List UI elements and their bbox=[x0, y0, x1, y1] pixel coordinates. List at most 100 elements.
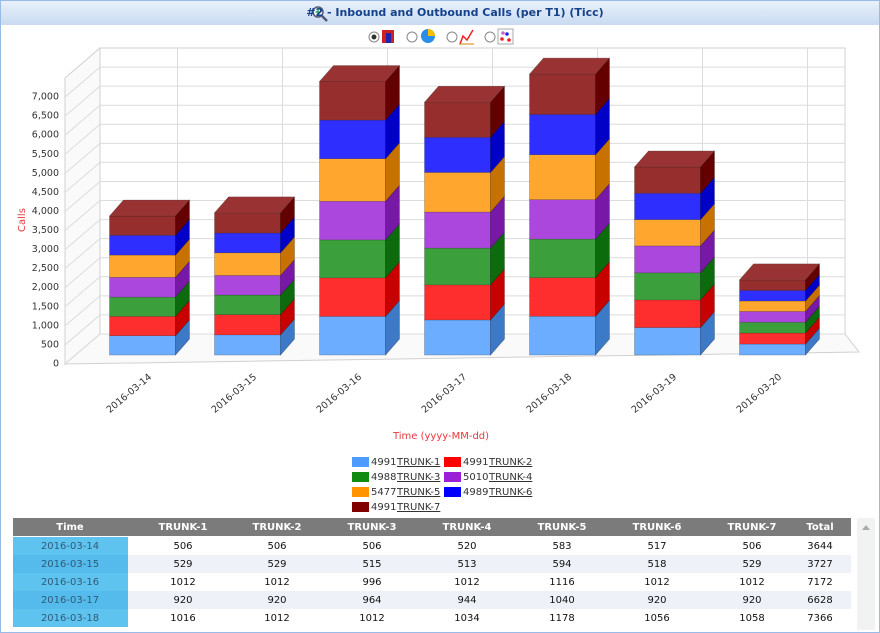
time-cell: 2016-03-17 bbox=[41, 595, 99, 606]
bar-shine bbox=[424, 172, 491, 213]
time-cell: 2016-03-18 bbox=[41, 613, 99, 624]
bar-side-shade bbox=[280, 298, 295, 335]
bar-shine bbox=[214, 275, 281, 296]
bar-segment bbox=[319, 119, 386, 159]
bar-shine bbox=[319, 316, 386, 355]
bar-side-shade bbox=[175, 261, 190, 298]
bar-top bbox=[213, 196, 296, 214]
bar-shine bbox=[529, 114, 596, 155]
bar-side-shade bbox=[805, 328, 820, 355]
time-cell-bg bbox=[13, 555, 128, 573]
title-bar bbox=[1, 1, 879, 25]
bar-shine bbox=[739, 279, 806, 291]
bar-shine bbox=[739, 311, 806, 323]
table-row bbox=[13, 555, 851, 573]
y-tick-label: 5,000 bbox=[32, 168, 59, 179]
bar-side-shade bbox=[700, 150, 715, 194]
value-cell: 1012 bbox=[264, 577, 289, 588]
legend-name[interactable]: TRUNK-4 bbox=[488, 472, 532, 483]
y-tick-label: 6,000 bbox=[32, 130, 59, 141]
bar-side-shade bbox=[385, 65, 400, 121]
time-cell: 2016-03-15 bbox=[41, 559, 99, 570]
value-cell: 1056 bbox=[644, 613, 669, 624]
value-cell: 1016 bbox=[170, 613, 195, 624]
value-cell: 1012 bbox=[170, 577, 195, 588]
bar-side-shade bbox=[175, 319, 190, 355]
bar-side-shade bbox=[595, 183, 610, 240]
bar-shine bbox=[319, 158, 386, 202]
bar-top-light bbox=[529, 58, 610, 75]
bar-side-shade bbox=[175, 239, 190, 278]
bar-side-shade bbox=[280, 259, 295, 296]
value-cell: 1012 bbox=[644, 577, 669, 588]
scrollbar[interactable] bbox=[857, 518, 875, 630]
legend-total: 4989 bbox=[463, 487, 488, 498]
bar-segment bbox=[424, 319, 491, 356]
bar-side-shade bbox=[595, 261, 610, 317]
bar-side-shade bbox=[595, 223, 610, 278]
table-row bbox=[13, 609, 851, 627]
zoom-icon[interactable] bbox=[312, 6, 328, 22]
bar-top-light bbox=[634, 150, 715, 167]
bar-segment bbox=[319, 158, 386, 202]
bar-segment bbox=[634, 272, 701, 301]
legend-name[interactable]: TRUNK-1 bbox=[396, 457, 440, 468]
time-cell: 2016-03-14 bbox=[41, 541, 99, 552]
bar-side-shade bbox=[700, 229, 715, 273]
value-cell: 1012 bbox=[359, 613, 384, 624]
legend-name[interactable]: TRUNK-7 bbox=[396, 502, 440, 513]
bar-top-light bbox=[739, 263, 820, 280]
bar-segment bbox=[319, 81, 386, 121]
bar-shine bbox=[319, 81, 386, 121]
y-tick-label: 0 bbox=[53, 359, 59, 370]
bar-side-shade bbox=[280, 279, 295, 315]
legend-total: 5477 bbox=[371, 487, 396, 498]
value-cell: 520 bbox=[457, 541, 476, 552]
table-row bbox=[13, 573, 851, 591]
bar-shine bbox=[214, 295, 281, 315]
bar-shine bbox=[634, 327, 701, 355]
legend-name[interactable]: TRUNK-6 bbox=[488, 487, 532, 498]
value-cell: 1040 bbox=[549, 595, 574, 606]
legend-name[interactable]: TRUNK-3 bbox=[396, 472, 440, 483]
bar-side-shade bbox=[385, 261, 400, 317]
bar-shine bbox=[739, 322, 806, 334]
table-header bbox=[13, 518, 851, 536]
bar-side-shade bbox=[805, 295, 820, 323]
bar-shine bbox=[529, 74, 596, 115]
total-cell: 7172 bbox=[807, 577, 832, 588]
y-axis-label: Calls bbox=[17, 208, 28, 232]
data-table: Time TRUNK-1 TRUNK-2 TRUNK-3 TRUNK-4 TRUNK-5 T… bbox=[13, 518, 851, 627]
value-cell: 1116 bbox=[549, 577, 574, 588]
header-cell: TRUNK-4 bbox=[443, 522, 492, 533]
bar-shine bbox=[109, 297, 176, 317]
left-wall bbox=[64, 46, 101, 366]
bar-side-shade bbox=[280, 318, 295, 355]
total-cell: 6628 bbox=[807, 595, 832, 606]
value-cell: 517 bbox=[647, 541, 666, 552]
bar-side-shade bbox=[175, 300, 190, 336]
y-tick-label: 5,500 bbox=[32, 149, 59, 160]
bar-side-shade bbox=[385, 223, 400, 278]
bar-top bbox=[108, 199, 191, 217]
bar-side-shade bbox=[385, 185, 400, 240]
bar-top bbox=[318, 65, 401, 82]
bar-side-shade bbox=[490, 196, 505, 249]
value-cell: 529 bbox=[742, 559, 761, 570]
legend-name[interactable]: TRUNK-2 bbox=[488, 457, 532, 468]
value-cell: 513 bbox=[457, 559, 476, 570]
bar-shine bbox=[739, 300, 806, 312]
legend-name[interactable]: TRUNK-5 bbox=[396, 487, 440, 498]
bar-side-shade bbox=[700, 203, 715, 246]
bar-side-shade bbox=[700, 311, 715, 355]
chart-type-selector[interactable] bbox=[368, 28, 514, 45]
value-cell: 1178 bbox=[549, 613, 574, 624]
value-cell: 506 bbox=[742, 541, 761, 552]
bar-shine bbox=[424, 248, 491, 285]
bar-side-shade bbox=[280, 217, 295, 253]
bar-side-shade bbox=[490, 303, 505, 355]
value-cell: 518 bbox=[647, 559, 666, 570]
header-cell: TRUNK-2 bbox=[253, 522, 302, 533]
legend-total: 4991 bbox=[371, 502, 396, 513]
